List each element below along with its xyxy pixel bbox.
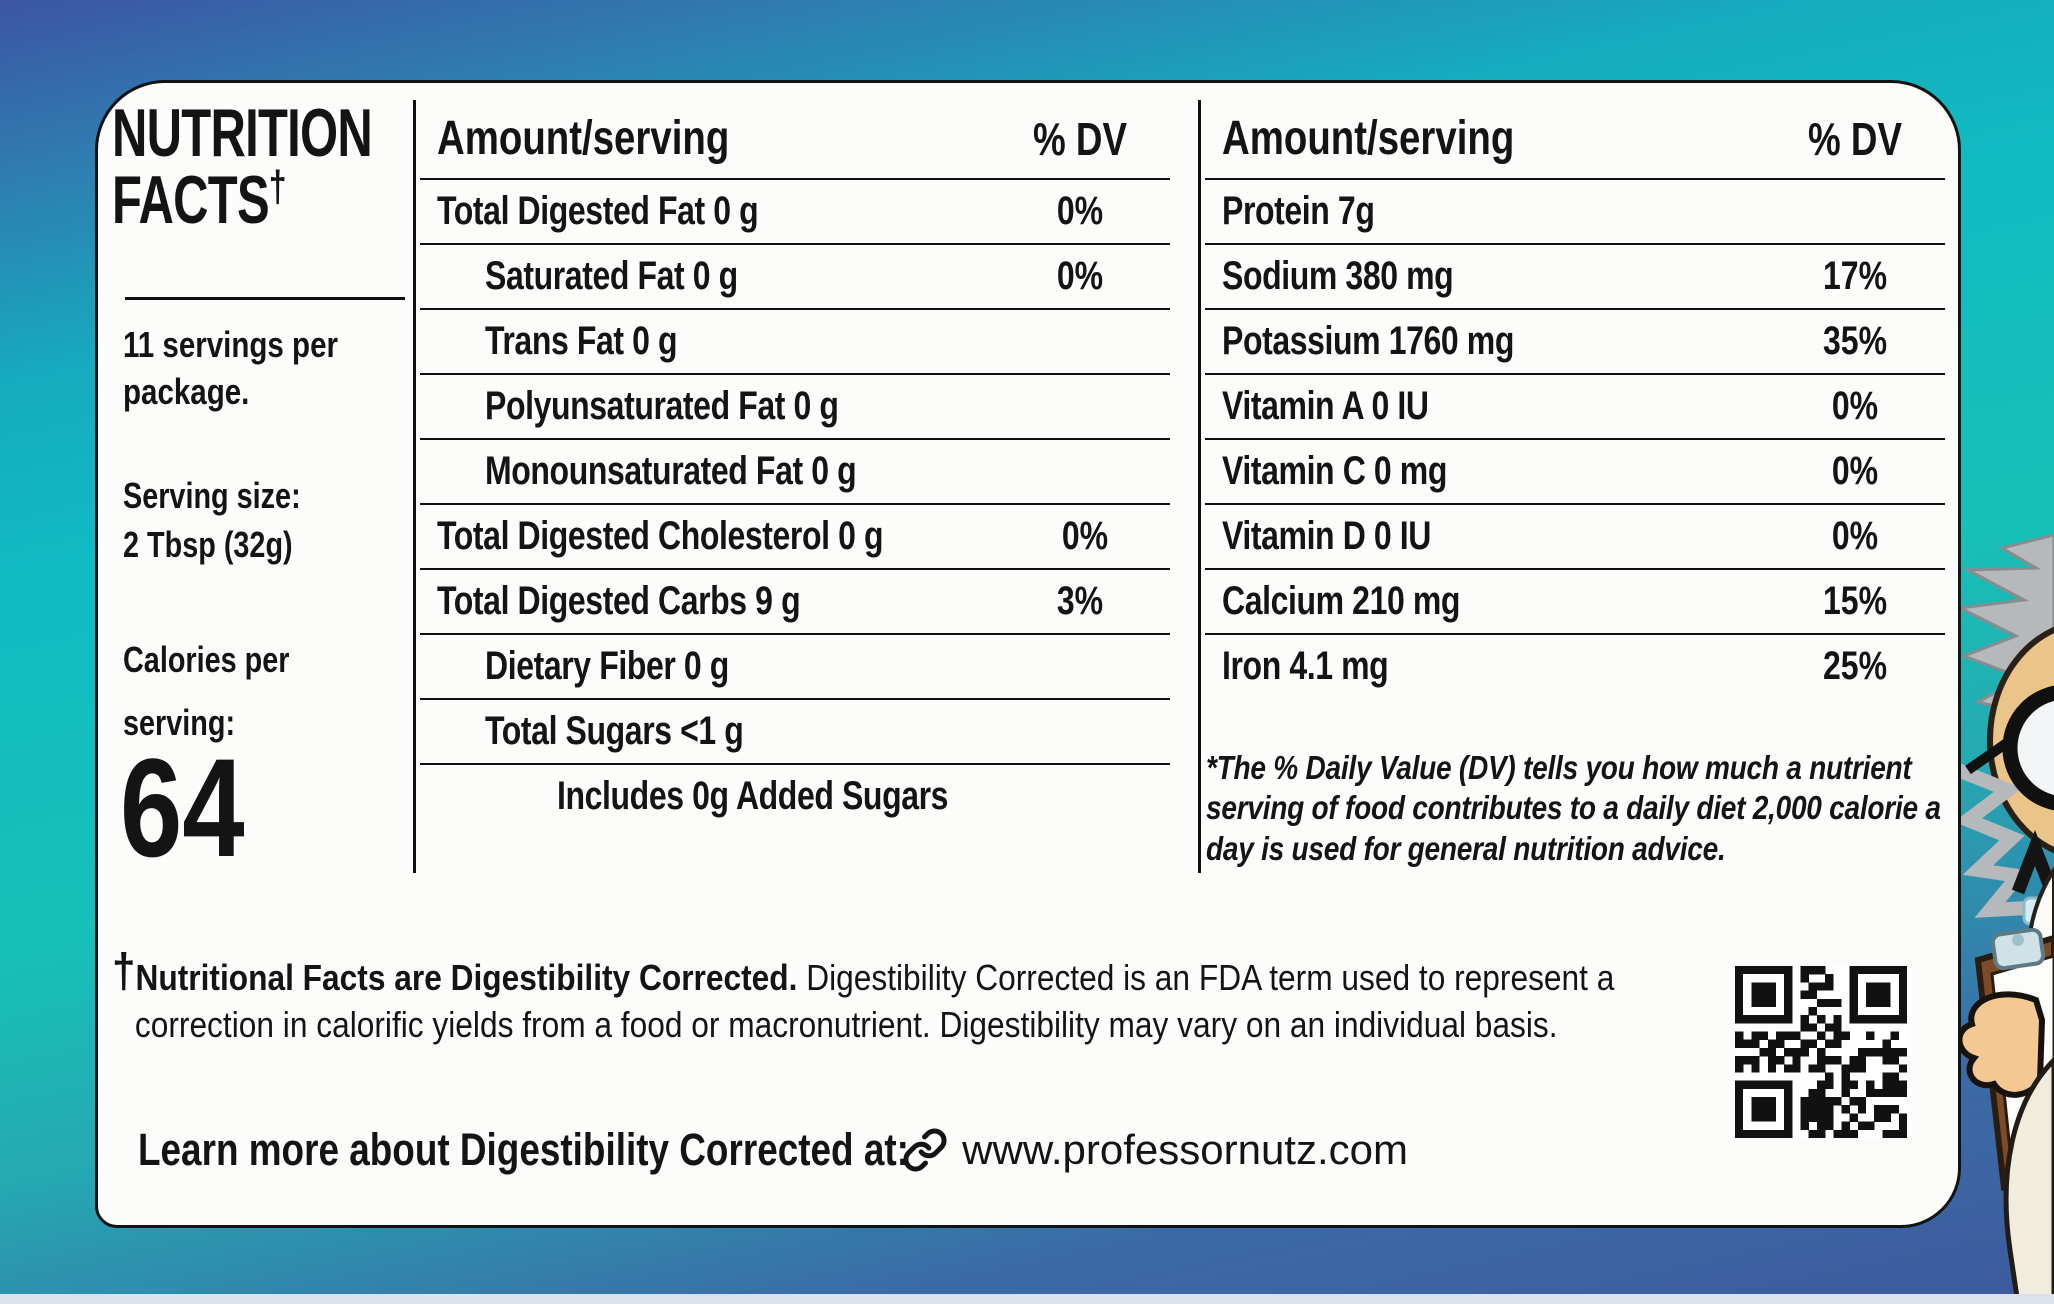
nutrient-label: Total Digested Cholesterol 0 g [437, 514, 884, 558]
learn-more-line: Learn more about Digestibility Corrected… [138, 1124, 1408, 1176]
bottom-edge-strip [0, 1294, 2054, 1304]
nutrient-table-left: Amount/serving % DV Total Digested Fat 0… [420, 84, 1170, 828]
dv-value: 35% [1822, 319, 1888, 363]
nutrient-row: Protein 7g [1205, 178, 1945, 243]
learn-more-label: Learn more about Digestibility Corrected… [138, 1124, 909, 1175]
nutrient-label: Potassium 1760 mg [1222, 319, 1514, 363]
dagger-symbol: † [268, 161, 287, 211]
nutrient-row: Total Digested Carbs 9 g 3% [420, 568, 1170, 633]
nutrient-label: Polyunsaturated Fat 0 g [485, 384, 839, 428]
header-amount-serving: Amount/serving [437, 112, 730, 165]
servings-per-package: 11 servings per package. [123, 324, 338, 412]
nutrient-row: Trans Fat 0 g [420, 308, 1170, 373]
dv-value: 0% [1831, 449, 1879, 493]
nutrient-label: Sodium 380 mg [1222, 254, 1454, 298]
nutrient-label: Vitamin D 0 IU [1222, 514, 1431, 558]
serving-size: Serving size: 2 Tbsp (32g) [123, 472, 345, 569]
nutrient-table-right: Amount/serving % DV Protein 7g Sodium 38… [1205, 84, 1945, 698]
nutrient-label: Iron 4.1 mg [1222, 644, 1389, 688]
nutrient-label: Total Sugars <1 g [485, 709, 744, 753]
daily-value-footnote: *The % Daily Value (DV) tells you how mu… [1206, 749, 1941, 867]
nutrient-label: Vitamin C 0 mg [1222, 449, 1447, 493]
nutrient-rows: Total Digested Fat 0 g 0% Saturated Fat … [420, 178, 1170, 828]
dv-value: 0% [1061, 514, 1108, 558]
dv-value: 17% [1822, 254, 1888, 298]
header-percent-dv: % DV [1807, 113, 1903, 165]
nutrient-label: Monounsaturated Fat 0 g [485, 449, 857, 493]
hair-sideburn [1953, 763, 2032, 918]
website-url: www.professornutz.com [962, 1126, 1408, 1173]
nutrient-row: Saturated Fat 0 g 0% [420, 243, 1170, 308]
glasses-icon [2002, 685, 2054, 811]
dv-value: 15% [1822, 579, 1888, 623]
nutrient-label: Total Digested Carbs 9 g [437, 579, 801, 623]
dv-value: 0% [1831, 514, 1879, 558]
professor-character-illustration [1953, 533, 2054, 1304]
nutrient-row: Vitamin D 0 IU 0% [1205, 503, 1945, 568]
dv-value: 0% [1056, 254, 1104, 298]
nutrient-label: Saturated Fat 0 g [485, 254, 738, 298]
nutrition-facts-card [95, 80, 1961, 1228]
label-title: NUTRITION FACTS† [112, 95, 473, 238]
dv-value: 3% [1056, 579, 1104, 623]
header-amount-serving: Amount/serving [1222, 112, 1515, 165]
nutrient-row: Vitamin C 0 mg 0% [1205, 438, 1945, 503]
sleeve [2003, 1056, 2054, 1304]
nutrient-label: Vitamin A 0 IU [1222, 384, 1429, 428]
hand [1956, 991, 2046, 1098]
serving-size-label: Serving size: [123, 475, 301, 516]
column-divider-right [1198, 100, 1201, 873]
nutrient-label: Total Digested Fat 0 g [437, 189, 759, 233]
title-line2: FACTS† [112, 161, 287, 238]
nutrient-row: Includes 0g Added Sugars [420, 763, 1170, 828]
serving-size-value: 2 Tbsp (32g) [123, 523, 293, 565]
calories-value: 64 [120, 729, 245, 886]
nutrient-row: Polyunsaturated Fat 0 g [420, 373, 1170, 438]
nutrient-row: Vitamin A 0 IU 0% [1205, 373, 1945, 438]
qr-code [1735, 966, 1907, 1138]
link-icon [903, 1128, 947, 1172]
nutrient-row: Potassium 1760 mg 35% [1205, 308, 1945, 373]
nutrient-row: Total Sugars <1 g [420, 698, 1170, 763]
nutrient-label: Trans Fat 0 g [485, 319, 678, 363]
nutrient-row: Dietary Fiber 0 g [420, 633, 1170, 698]
table-header: Amount/serving % DV [420, 84, 1170, 178]
nutrient-row: Total Digested Cholesterol 0 g 0% [420, 503, 1170, 568]
nutrient-label: Calcium 210 mg [1222, 579, 1461, 623]
calories-per-serving-label: Calories per serving: [123, 639, 290, 743]
footnote-bold: Nutritional Facts are Digestibility Corr… [135, 957, 798, 998]
nutrient-row: Monounsaturated Fat 0 g [420, 438, 1170, 503]
nutrient-row: Sodium 380 mg 17% [1205, 243, 1945, 308]
nose-shape [2011, 829, 2054, 895]
nutrient-label: Protein 7g [1222, 189, 1375, 233]
digestibility-footnote: †Nutritional Facts are Digestibility Cor… [112, 945, 1696, 1049]
nutrient-row: Calcium 210 mg 15% [1205, 568, 1945, 633]
title-line1: NUTRITION [112, 95, 373, 171]
nutrient-label: Dietary Fiber 0 g [485, 644, 729, 688]
footnote-rest: Digestibility Corrected is an FDA term u… [134, 957, 1615, 1045]
nutrient-row: Iron 4.1 mg 25% [1205, 633, 1945, 698]
dv-value: 25% [1822, 644, 1888, 688]
dv-value: 0% [1831, 384, 1879, 428]
column-divider-left [413, 100, 416, 873]
title-divider [125, 297, 405, 300]
nutrient-rows: Protein 7g Sodium 380 mg 17% Potassium 1… [1205, 178, 1945, 698]
nutrient-label: Includes 0g Added Sugars [557, 774, 949, 818]
table-header: Amount/serving % DV [1205, 84, 1945, 178]
dagger-symbol: † [112, 945, 136, 998]
dv-value: 0% [1056, 189, 1104, 233]
header-percent-dv: % DV [1032, 113, 1128, 165]
nutrient-row: Total Digested Fat 0 g 0% [420, 178, 1170, 243]
